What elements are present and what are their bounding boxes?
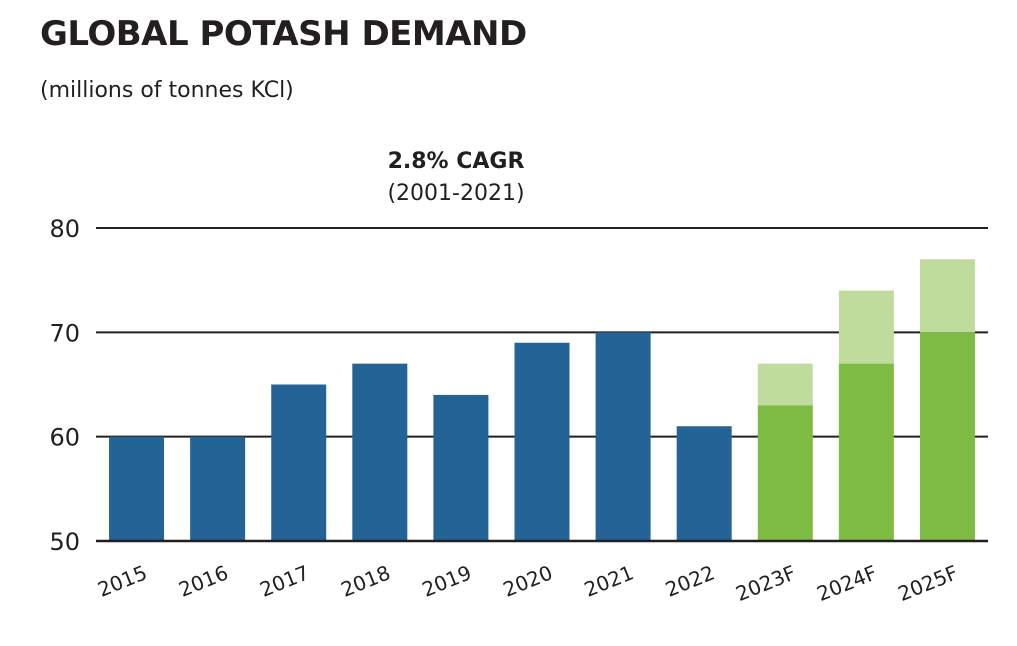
y-tick-label: 60 [49, 424, 80, 452]
x-tick-label: 2023F [732, 560, 799, 606]
bar-forecast-2023F [757, 405, 813, 541]
bar-2015 [109, 436, 165, 541]
x-tick-label: 2016 [175, 560, 231, 601]
bar-forecast-range-2025F [919, 259, 975, 333]
cagr-annotation-value: 2.8% CAGR [388, 149, 525, 174]
bar-2018 [352, 363, 408, 541]
chart-subtitle: (millions of tonnes KCl) [40, 78, 294, 103]
x-tick-label: 2015 [94, 560, 150, 601]
y-tick-label: 70 [49, 319, 80, 347]
bar-2021 [595, 332, 651, 541]
y-tick-label: 80 [49, 215, 80, 243]
bar-forecast-range-2023F [757, 363, 813, 406]
x-tick-label: 2022 [662, 560, 718, 601]
cagr-annotation-period: (2001-2021) [387, 181, 524, 206]
x-tick-label: 2020 [500, 560, 556, 601]
x-tick-label: 2018 [338, 560, 394, 601]
bar-forecast-2024F [838, 363, 894, 541]
x-tick-label: 2024F [813, 560, 880, 606]
x-tick-label: 2019 [419, 560, 475, 601]
bar-forecast-range-2024F [838, 290, 894, 364]
chart-title: GLOBAL POTASH DEMAND [40, 14, 527, 54]
bar-2017 [271, 384, 327, 541]
x-tick-labels: 2015 2016 2017 2018 2019 2020 2021 2022 2023F 202… [94, 560, 961, 606]
bar-2022 [676, 426, 732, 541]
bar-2020 [514, 342, 570, 541]
bar-2016 [190, 436, 246, 541]
bar-2019 [433, 394, 489, 541]
bar-forecast-2025F [919, 332, 975, 541]
bars [109, 259, 975, 541]
x-tick-label: 2021 [581, 560, 637, 601]
y-tick-label: 50 [49, 528, 80, 556]
x-tick-label: 2017 [256, 560, 312, 601]
y-tick-labels: 50 60 70 80 [49, 215, 80, 556]
x-tick-label: 2025F [894, 560, 961, 606]
